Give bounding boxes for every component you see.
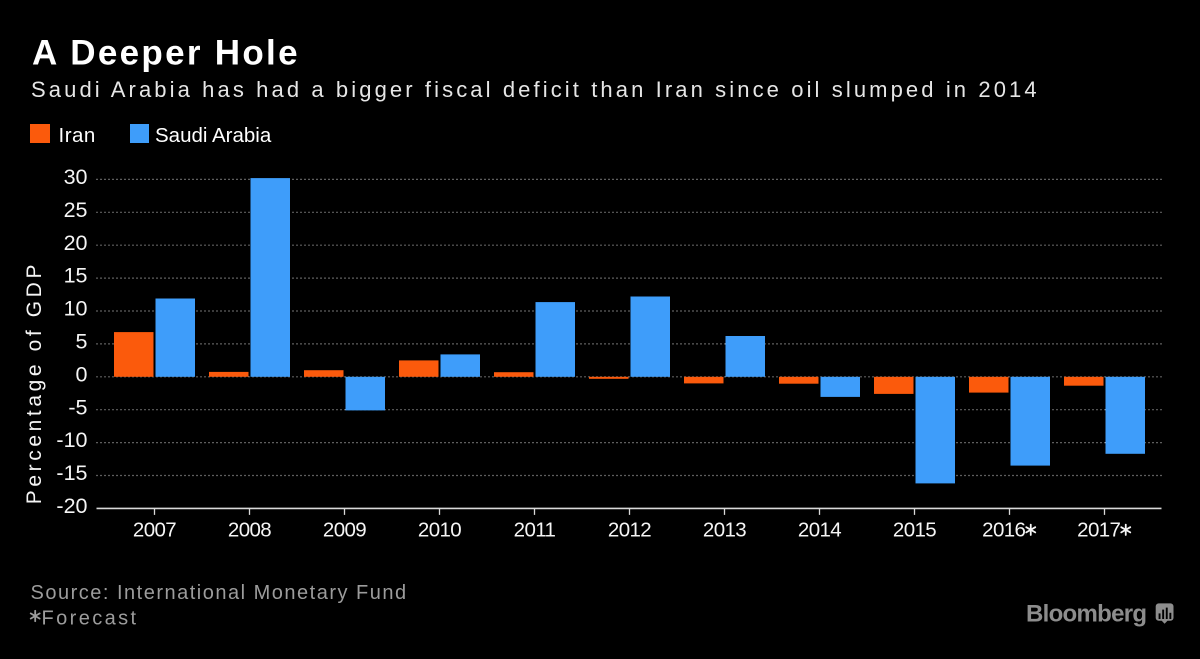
svg-text:Bloomberg: Bloomberg bbox=[1026, 601, 1146, 628]
svg-text:Forecast: Forecast bbox=[42, 608, 139, 630]
svg-text:Saudi Arabia has had a bigger: Saudi Arabia has had a bigger fiscal def… bbox=[31, 77, 1040, 102]
svg-text:2014: 2014 bbox=[798, 519, 841, 542]
svg-text:-20: -20 bbox=[56, 494, 87, 518]
svg-text:-10: -10 bbox=[56, 428, 87, 452]
svg-text:Source: International Monetary: Source: International Monetary Fund bbox=[31, 582, 408, 604]
svg-text:0: 0 bbox=[76, 362, 88, 386]
svg-text:2017: 2017 bbox=[1077, 519, 1120, 542]
svg-text:-15: -15 bbox=[56, 461, 87, 485]
svg-text:2011: 2011 bbox=[514, 519, 556, 542]
svg-text:30: 30 bbox=[64, 165, 88, 189]
svg-text:2015: 2015 bbox=[893, 519, 936, 542]
svg-text:Percentage of GDP: Percentage of GDP bbox=[23, 261, 46, 504]
svg-text:2010: 2010 bbox=[418, 519, 461, 542]
svg-text:15: 15 bbox=[64, 264, 88, 288]
svg-text:10: 10 bbox=[64, 297, 88, 321]
svg-text:2008: 2008 bbox=[228, 519, 271, 542]
svg-text:-5: -5 bbox=[68, 395, 87, 419]
svg-text:5: 5 bbox=[76, 330, 88, 354]
svg-text:A Deeper Hole: A Deeper Hole bbox=[32, 34, 300, 73]
svg-text:2009: 2009 bbox=[323, 519, 366, 542]
svg-text:25: 25 bbox=[64, 198, 88, 222]
svg-text:2012: 2012 bbox=[608, 519, 651, 542]
svg-text:20: 20 bbox=[64, 231, 88, 255]
svg-text:2016: 2016 bbox=[982, 519, 1025, 542]
svg-text:2007: 2007 bbox=[133, 519, 176, 542]
svg-text:2013: 2013 bbox=[703, 519, 746, 542]
svg-text:Iran: Iran bbox=[59, 124, 96, 147]
svg-text:Saudi Arabia: Saudi Arabia bbox=[155, 124, 272, 147]
